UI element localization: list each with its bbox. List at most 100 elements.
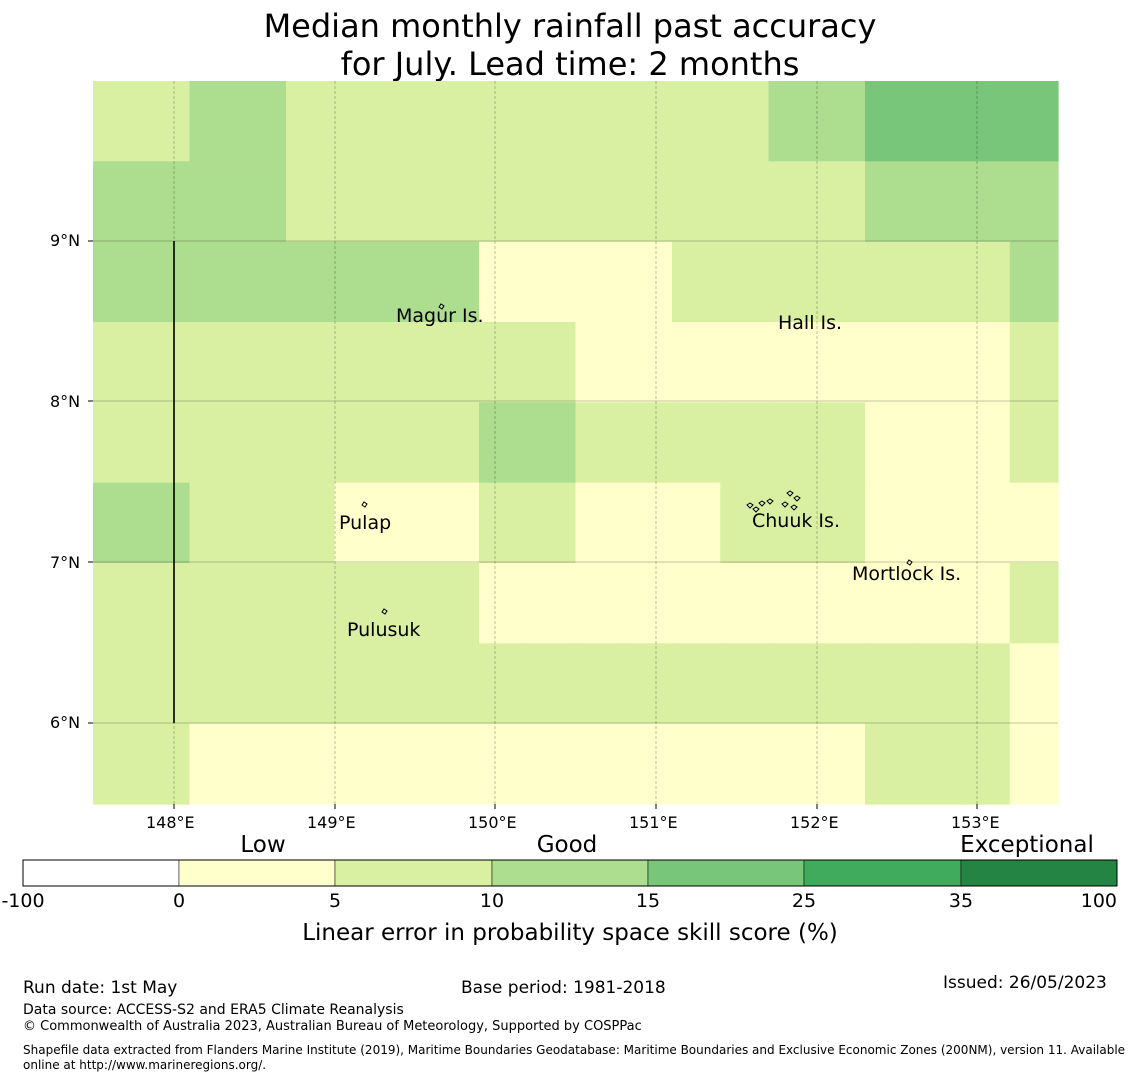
map-cell: [768, 723, 818, 805]
map-cell: [382, 402, 432, 484]
map-cell: [575, 402, 625, 484]
map-cell: [237, 723, 287, 805]
map-cell: [672, 482, 721, 564]
map-cell: [286, 241, 335, 323]
colorbar-tick: 10: [479, 890, 505, 912]
map-cell: [575, 482, 625, 564]
map-cell: [720, 563, 770, 644]
map-cell: [961, 723, 1011, 805]
map-cell: [816, 563, 866, 644]
map-cell: [237, 241, 287, 323]
map-cell: [527, 402, 577, 484]
map-cell: [479, 161, 528, 243]
map-cell: [430, 322, 480, 403]
map-cell: [141, 402, 191, 484]
map-cell: [382, 482, 432, 564]
map-cell: [382, 161, 432, 243]
map-cell: [575, 643, 625, 725]
map-cell: [672, 563, 721, 644]
map-title-line1: Median monthly rainfall past accuracy: [263, 7, 877, 45]
map-cell: [961, 482, 1011, 564]
island-outline: [766, 498, 774, 505]
map-cell: [382, 322, 432, 403]
colorbar-segment: [178, 859, 336, 887]
map-cell: [237, 161, 287, 243]
island-outline: [752, 506, 760, 513]
colorbar-segment: [960, 859, 1118, 887]
map-cell: [430, 723, 480, 805]
map-cell: [672, 322, 721, 403]
map-cell: [237, 643, 287, 725]
map-cell: [93, 161, 142, 243]
map-cell: [334, 161, 384, 243]
map-cell: [527, 482, 577, 564]
island-outline: [781, 501, 789, 508]
map-cell: [961, 81, 1011, 162]
map-cell: [720, 81, 770, 162]
shapefile-credit-line2: online at http://www.marineregions.org/.: [23, 1058, 267, 1072]
colorbar-segment: [334, 859, 493, 887]
map-cell: [286, 723, 335, 805]
map-cell: [286, 81, 335, 162]
map-cell: [1009, 322, 1059, 403]
map-cell: [141, 81, 191, 162]
place-label-magur: Magur Is.: [396, 305, 484, 327]
map-cell: [141, 643, 191, 725]
map-cell: [334, 482, 384, 564]
copyright: © Commonwealth of Australia 2023, Austra…: [23, 1019, 642, 1034]
map-cell: [575, 563, 625, 644]
map-cell: [382, 643, 432, 725]
map-cell: [141, 482, 191, 564]
map-cell: [479, 322, 528, 403]
map-cell: [189, 161, 239, 243]
map-cell: [816, 322, 866, 403]
map-cell: [93, 241, 142, 323]
map-cell: [479, 482, 528, 564]
map-cell: [189, 643, 239, 725]
map-cell: [768, 81, 818, 162]
colorbar-category-low: Low: [240, 832, 286, 858]
map-cell: [623, 482, 673, 564]
x-tick-148: 148°E: [146, 813, 195, 832]
map-cell: [382, 723, 432, 805]
map-cell: [189, 241, 239, 323]
map-cell: [816, 402, 866, 484]
map-cell: [720, 161, 770, 243]
map-cell: [141, 723, 191, 805]
map-cell: [93, 81, 142, 162]
map-cell: [865, 643, 914, 725]
x-tick-149: 149°E: [307, 813, 356, 832]
map-cell: [334, 322, 384, 403]
map-cell: [913, 81, 963, 162]
shapefile-credit-line1: Shapefile data extracted from Flanders M…: [23, 1043, 1126, 1057]
map-cell: [720, 322, 770, 403]
map-cell: [768, 402, 818, 484]
map-cell: [527, 241, 577, 323]
map-cell: [334, 402, 384, 484]
map-cell: [720, 723, 770, 805]
map-cell: [865, 563, 914, 644]
map-cell: [430, 161, 480, 243]
map-cell: [237, 81, 287, 162]
colorbar-label: Linear error in probability space skill …: [302, 920, 838, 946]
map-cell: [816, 81, 866, 162]
colorbar-tick: 0: [172, 890, 186, 912]
map-cell: [913, 402, 963, 484]
map-cell: [189, 322, 239, 403]
map-cell: [865, 241, 914, 323]
colorbar-tick: 35: [948, 890, 974, 912]
map-cell: [672, 161, 721, 243]
map-cell: [382, 563, 432, 644]
island-outline: [758, 500, 766, 507]
map-cell: [865, 161, 914, 243]
map-cell: [1009, 161, 1059, 243]
colorbar-frame: [22, 859, 1118, 887]
colorbar-tick: 25: [791, 890, 817, 912]
map-cell: [816, 241, 866, 323]
map-cell: [623, 723, 673, 805]
island-outline: [793, 495, 801, 502]
map-cell: [575, 322, 625, 403]
map-cell: [93, 322, 142, 403]
map-cell: [237, 402, 287, 484]
